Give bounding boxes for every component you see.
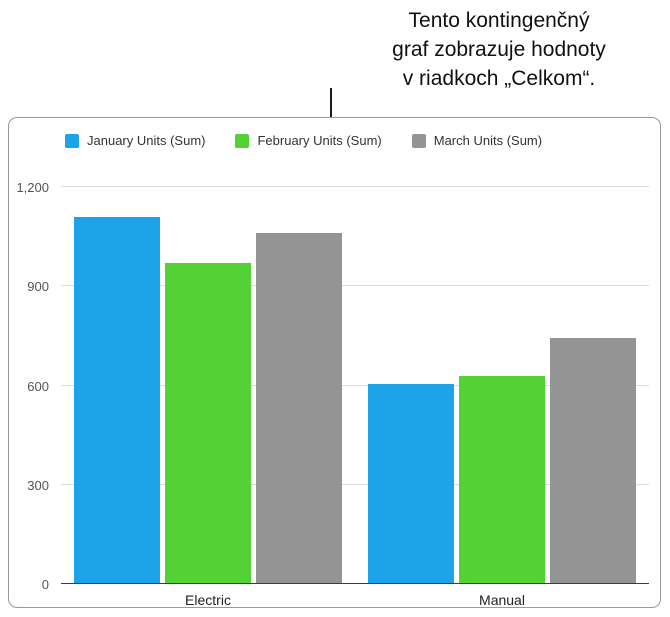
gridline	[61, 483, 649, 485]
y-tick-label: 300	[27, 477, 49, 493]
x-axis-line	[61, 583, 649, 584]
bar-february-manual[interactable]	[459, 375, 545, 584]
legend-item-february[interactable]: February Units (Sum)	[235, 133, 382, 148]
y-tick-label: 1,200	[16, 180, 49, 195]
y-tick-label: 600	[27, 378, 49, 394]
bar-january-electric[interactable]	[74, 216, 160, 584]
callout-text-line-2: graf zobrazuje hodnoty	[392, 38, 606, 61]
legend-swatch	[235, 133, 250, 148]
legend-swatch	[65, 133, 79, 148]
bar-group-manual	[355, 187, 649, 584]
bar-february-electric[interactable]	[165, 263, 251, 584]
gridline	[61, 186, 649, 187]
bar-march-electric[interactable]	[256, 233, 342, 584]
chart-plot-area: 0 300 600 900 1,200	[16, 180, 649, 592]
bar-march-manual[interactable]	[550, 337, 636, 584]
callout-text-line-3: v riadkoch „Celkom“.	[402, 67, 596, 90]
legend-item-january[interactable]: January Units (Sum)	[65, 133, 205, 148]
legend-label: February Units (Sum)	[257, 133, 382, 148]
legend-item-march[interactable]: March Units (Sum)	[411, 133, 543, 148]
y-tick-label: 900	[27, 279, 49, 295]
category-label-electric: Electric	[185, 592, 231, 608]
category-label-manual: Manual	[479, 592, 525, 608]
bar-groups	[61, 187, 649, 584]
bar-group-electric	[61, 187, 355, 584]
bar-january-manual[interactable]	[368, 383, 454, 584]
category-axis-labels: Electric Manual	[61, 592, 649, 608]
legend-swatch	[411, 133, 426, 148]
callout-text-line-1: Tento kontingenčný	[408, 9, 590, 32]
legend-label: January Units (Sum)	[87, 133, 206, 148]
callout-line	[330, 88, 332, 118]
chart-legend: January Units (Sum) February Units (Sum) M…	[65, 133, 542, 148]
callout-annotation: Tento kontingenčný graf zobrazuje hodnot…	[336, 6, 662, 93]
legend-label: March Units (Sum)	[433, 133, 543, 148]
y-tick-label: 0	[41, 577, 49, 592]
gridline	[61, 285, 649, 287]
pivot-chart-panel[interactable]: January Units (Sum) February Units (Sum) M…	[8, 117, 661, 608]
gridline	[61, 384, 649, 386]
